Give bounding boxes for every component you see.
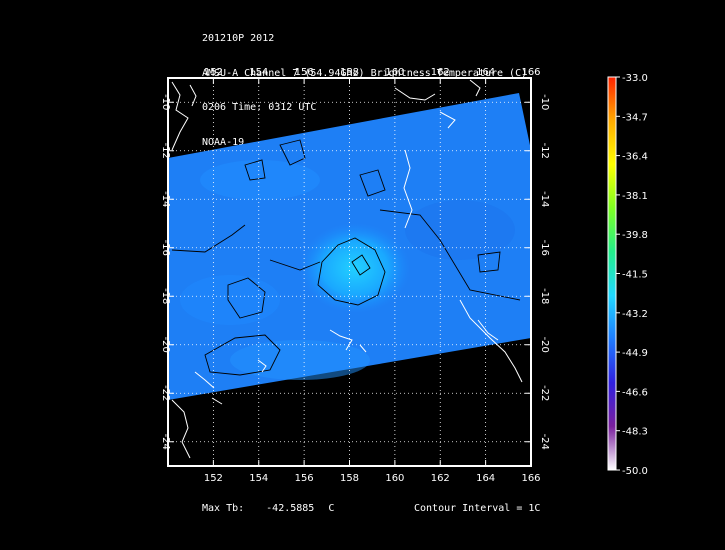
contour-line	[279, 139, 306, 166]
colorbar-label: -43.2	[622, 309, 648, 320]
lat-label-right: -16	[539, 240, 550, 256]
lon-label-bottom: 156	[295, 473, 314, 484]
coastline	[359, 344, 367, 353]
lat-label-right: -12	[539, 143, 550, 159]
satellite-name: NOAA-19	[202, 136, 245, 148]
lon-label-top: 164	[476, 67, 495, 78]
product-title: AMSU-A Channel 7 (54.94GHz) Brightness T…	[202, 67, 528, 79]
colorbar-labels: -33.0 -34.7 -36.4 -38.1 -39.8 -41.5 -43.2 -44.9…	[616, 73, 648, 477]
lat-label-left: -12	[160, 143, 171, 159]
lat-label-left: -18	[160, 288, 171, 304]
contour-line	[227, 277, 266, 319]
contour-interval: Contour Interval = 1C	[414, 503, 541, 514]
lat-label-right: -18	[539, 288, 550, 304]
contour-line	[171, 209, 521, 301]
colorbar-label: -36.4	[622, 152, 648, 163]
colorbar-label: -38.1	[622, 191, 648, 202]
coastline	[211, 397, 223, 405]
contour-line	[351, 254, 371, 276]
swath-patch	[180, 275, 280, 325]
colorbar-label: -50.0	[622, 466, 648, 477]
coastline	[459, 299, 523, 383]
lon-label-top: 166	[521, 67, 540, 78]
lat-label-left: -14	[160, 191, 171, 207]
storm-id: 201210P 2012	[202, 33, 275, 44]
warm-core	[300, 223, 410, 313]
colorbar-label: -39.8	[622, 230, 648, 241]
coastline	[469, 79, 481, 97]
contour-line	[204, 334, 281, 376]
lon-label-bottom: 152	[204, 473, 223, 484]
coastline	[194, 371, 215, 389]
lon-label-bottom: 154	[249, 473, 268, 484]
lon-label-bottom: 160	[385, 473, 404, 484]
lat-label-right: -10	[539, 94, 550, 110]
lon-label-top: 156	[295, 67, 314, 78]
coastline	[257, 359, 267, 373]
colorbar-label: -48.3	[622, 427, 648, 438]
contour-line	[317, 237, 386, 306]
map-area	[168, 78, 531, 466]
max-tb-value: -42.5885	[266, 503, 315, 514]
colorbar-gradient	[607, 76, 617, 471]
contour-line	[244, 159, 266, 181]
coastline	[439, 111, 456, 129]
contour-lines	[171, 139, 521, 376]
lat-label-left: -24	[160, 434, 171, 450]
lat-label-right: -22	[539, 385, 550, 401]
swath-patch	[405, 200, 515, 260]
max-tb-unit: C	[328, 503, 335, 514]
lon-label-top: 162	[431, 67, 450, 78]
observation-time: 0206 Time: 0312 UTC	[202, 102, 317, 113]
lon-label-bottom: 162	[431, 473, 450, 484]
lon-label-bottom: 158	[340, 473, 359, 484]
graticule	[168, 78, 531, 466]
coastline	[171, 81, 189, 151]
coastline	[189, 84, 197, 107]
max-tb-readout: Max Tb: -42.5885 C	[202, 503, 334, 514]
lat-label-left: -10	[160, 94, 171, 110]
lon-label-bottom: 166	[521, 473, 540, 484]
colorbar-label: -46.6	[622, 387, 648, 398]
colorbar-label: -44.9	[622, 348, 648, 359]
colorbar: -33.0 -34.7 -36.4 -38.1 -39.8 -41.5 -43.2 -44.9…	[607, 73, 648, 477]
contour-line	[477, 251, 501, 273]
lon-label-top: 152	[204, 67, 223, 78]
lat-label-left: -22	[160, 385, 171, 401]
lat-label-left: -20	[160, 337, 171, 353]
lat-label-left: -16	[160, 240, 171, 256]
lat-label-right: -14	[539, 191, 550, 207]
colorbar-label: -34.7	[622, 112, 648, 123]
colorbar-label: -41.5	[622, 270, 648, 281]
axis-ticks: 152 152 154 154 156 156 158 158 160 160 162 162 164 1…	[160, 67, 550, 484]
coastline	[171, 399, 191, 459]
coastline	[403, 149, 413, 229]
swath-patch	[200, 160, 320, 200]
max-tb-label: Max Tb:	[202, 503, 245, 514]
lon-label-bottom: 164	[476, 473, 495, 484]
lon-label-top: 154	[249, 67, 268, 78]
lat-label-right: -20	[539, 337, 550, 353]
lon-label-top: 158	[340, 67, 359, 78]
contour-line	[359, 169, 386, 197]
lat-label-right: -24	[539, 434, 550, 450]
lon-label-top: 160	[385, 67, 404, 78]
coastline	[477, 319, 499, 341]
title-block: 201210P 2012 AMSU-A Channel 7 (54.94GHz)…	[202, 10, 527, 160]
coastline	[394, 87, 436, 101]
colorbar-label: -33.0	[622, 73, 648, 84]
swath-patch	[230, 340, 370, 380]
